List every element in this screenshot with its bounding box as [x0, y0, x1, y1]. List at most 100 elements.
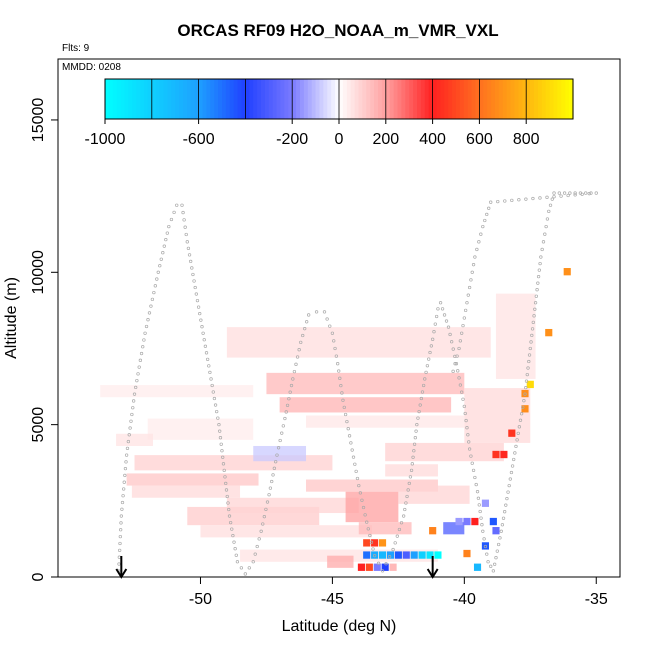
track-point — [533, 301, 538, 305]
track-point — [416, 416, 420, 420]
colorbar-segment — [222, 79, 227, 119]
track-point — [539, 255, 543, 259]
track-point — [573, 193, 577, 197]
track-point — [224, 488, 229, 492]
colorbar-segment — [214, 79, 219, 119]
colorbar-segment — [549, 79, 555, 119]
track-point — [444, 319, 449, 323]
track-point — [463, 308, 468, 313]
track-point — [143, 331, 147, 335]
colorbar-tick-label: -1000 — [85, 131, 126, 148]
colorbar-segment — [463, 79, 469, 119]
track-point — [125, 446, 130, 450]
track-point — [274, 460, 278, 464]
track-point — [428, 350, 432, 355]
track-point — [412, 449, 416, 453]
track-point — [355, 476, 360, 481]
heatmap-cell — [365, 563, 373, 571]
track-point — [489, 200, 493, 204]
heatmap-layer — [131, 485, 241, 498]
track-point — [144, 324, 149, 329]
track-point — [418, 403, 422, 407]
heatmap-layers — [100, 293, 536, 568]
colorbar-tick-label: 400 — [419, 131, 446, 148]
track-point — [354, 469, 358, 474]
track-point — [202, 338, 206, 342]
track-point — [289, 383, 294, 388]
colorbar-segment — [370, 79, 375, 119]
track-point — [512, 457, 516, 462]
track-point — [203, 344, 208, 348]
colorbar-segment — [140, 79, 145, 119]
track-point — [155, 277, 159, 281]
track-point — [141, 345, 145, 349]
heatmap-layer — [495, 293, 536, 379]
track-point — [363, 513, 367, 517]
track-point — [124, 453, 129, 457]
track-point — [192, 279, 196, 283]
colorbar-segment — [358, 79, 363, 119]
heatmap-layer — [385, 442, 504, 462]
track-point — [434, 314, 439, 319]
track-point — [587, 192, 591, 196]
heatmap-cell — [492, 527, 500, 535]
track-point — [519, 412, 524, 416]
track-point — [221, 455, 225, 459]
track-point — [525, 372, 529, 377]
track-point — [506, 490, 510, 494]
colorbar-segment — [420, 79, 426, 119]
track-point — [164, 237, 168, 242]
track-point — [404, 501, 408, 505]
track-point — [580, 192, 584, 196]
colorbar-segment — [522, 79, 527, 119]
track-point — [536, 274, 541, 279]
track-point — [301, 333, 305, 338]
arrow-head — [115, 568, 128, 579]
track-point — [467, 285, 472, 290]
track-point — [322, 310, 327, 314]
track-point — [150, 297, 155, 302]
track-point — [496, 542, 501, 547]
heatmap-layer — [200, 525, 372, 538]
track-point — [135, 378, 139, 383]
track-point — [450, 340, 454, 344]
track-point — [227, 507, 231, 512]
x-tick-label: -40 — [453, 591, 476, 608]
track-point — [509, 470, 514, 475]
track-point — [410, 462, 414, 466]
track-point — [265, 500, 270, 504]
y-axis: 0 5000 10000 15000 — [30, 98, 59, 581]
track-point — [209, 377, 213, 381]
colorbar-segment — [276, 79, 282, 119]
track-point — [436, 307, 440, 311]
track-point — [158, 264, 162, 268]
track-point — [503, 199, 507, 203]
colorbar-segment — [335, 79, 340, 119]
y-axis-label: Altitude (m) — [3, 277, 20, 359]
track-point — [358, 491, 363, 495]
colorbar-segment — [526, 79, 531, 119]
track-point — [228, 520, 233, 525]
track-point — [491, 569, 496, 573]
track-point — [172, 210, 176, 215]
heatmap-layer — [306, 415, 465, 428]
track-point — [419, 396, 424, 401]
colorbar-segment — [159, 79, 165, 119]
colorbar-segment — [206, 79, 211, 119]
heatmap-cell — [363, 539, 371, 547]
track-point — [538, 261, 542, 266]
track-point — [391, 547, 395, 552]
track-point — [351, 455, 356, 459]
track-point — [132, 392, 137, 396]
track-point — [466, 433, 470, 437]
colorbar-segment — [128, 79, 133, 119]
heatmap-layer — [385, 464, 438, 477]
track-point — [117, 562, 121, 566]
track-point — [537, 268, 541, 272]
track-point — [566, 193, 570, 198]
colorbar-segment — [448, 79, 453, 119]
colorbar-segment — [565, 79, 570, 119]
colorbar-segment — [183, 79, 188, 119]
track-point — [514, 444, 518, 449]
colorbar-segment — [491, 79, 496, 119]
